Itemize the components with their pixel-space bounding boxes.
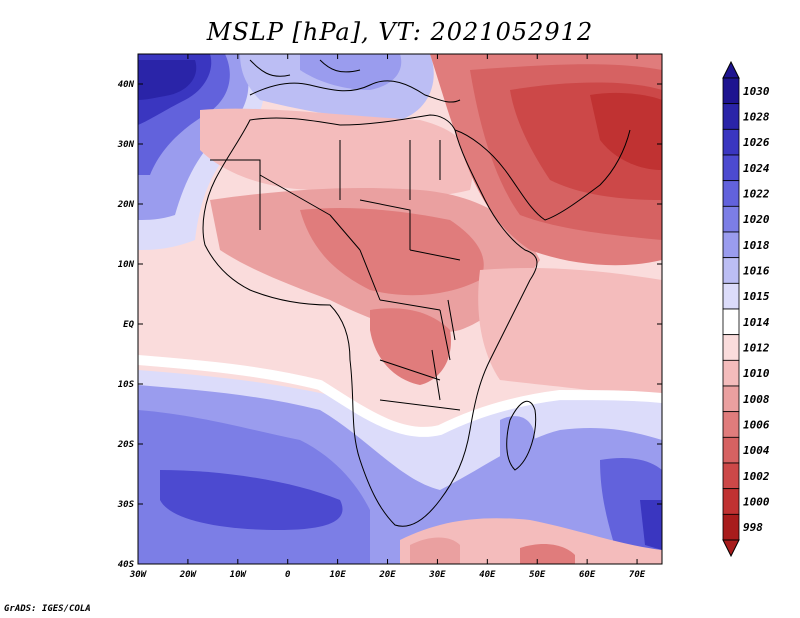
region-sahara <box>200 108 473 198</box>
colorbar-swatch <box>722 359 740 387</box>
country-borders <box>210 140 461 411</box>
map-frame <box>137 53 663 565</box>
colorbar-swatch <box>722 77 740 105</box>
colorbar-label: 1010 <box>743 367 770 380</box>
region-persian-low <box>590 92 662 170</box>
lat-label: 40S <box>118 560 135 570</box>
region-central-low <box>300 208 484 296</box>
lat-label: 10S <box>118 380 135 390</box>
lon-label: 60E <box>579 570 596 580</box>
colorbar-swatch <box>722 488 740 515</box>
colorbar-swatch <box>722 436 740 464</box>
coastlines <box>202 59 631 527</box>
colorbar-swatch <box>722 154 740 182</box>
region-congo-low <box>370 308 451 385</box>
colorbar-label: 1004 <box>743 444 770 457</box>
colorbar-swatch <box>722 462 740 490</box>
colorbar-swatch <box>722 205 740 233</box>
colorbar-swatch <box>722 308 740 336</box>
colorbar-label: 1002 <box>743 470 770 483</box>
lat-label: 20N <box>117 200 135 210</box>
region-southern-high-west <box>160 470 343 530</box>
colorbar-label: 1018 <box>743 239 770 252</box>
colorbar-label: 1008 <box>743 393 770 406</box>
colorbar-label: 1000 <box>743 496 770 509</box>
madagascar-coastline <box>506 400 537 471</box>
lon-label: 50E <box>529 570 546 580</box>
colorbar-swatch <box>722 103 740 130</box>
region-indian-ocean <box>478 268 662 400</box>
colorbar-swatch <box>722 385 740 413</box>
colorbar-label: 1024 <box>743 162 770 175</box>
lon-label: 10E <box>329 570 346 580</box>
arabia-coastline <box>454 129 631 221</box>
pressure-field <box>138 54 662 564</box>
colorbar-swatch <box>722 513 740 541</box>
lat-label: 30S <box>117 500 135 510</box>
colorbar-max-arrow <box>722 60 740 79</box>
lat-label: EQ <box>123 320 134 330</box>
credit-label: GrADS: IGES/COLA <box>4 604 91 614</box>
colorbar-swatch <box>722 231 740 259</box>
longitude-axis: 30W 20W 10W 0 10E 20E 30E 40E 50E 60E 70E <box>129 54 646 580</box>
lon-label: 30W <box>129 570 148 580</box>
colorbar-label: 1016 <box>743 265 770 278</box>
colorbar-label: 1028 <box>743 111 770 124</box>
colorbar-swatch <box>722 334 740 361</box>
lon-label: 70E <box>629 570 646 580</box>
colorbar-label: 1014 <box>743 316 770 329</box>
colorbar-label: 998 <box>743 521 763 534</box>
lon-label: 30E <box>428 570 446 580</box>
lat-label: 10N <box>118 260 135 270</box>
lat-label: 20S <box>117 440 135 450</box>
region-southern-high-east-core <box>640 500 662 550</box>
colorbar-label: 1026 <box>743 136 770 149</box>
colorbar-label: 1012 <box>743 342 770 355</box>
lakes-rift <box>431 299 456 401</box>
colorbar-label: 1030 <box>743 85 770 98</box>
colorbar-label: 1015 <box>743 290 770 303</box>
colorbar-label: 1020 <box>743 213 770 226</box>
isobar-1014 <box>138 355 662 437</box>
lon-label: 0 <box>285 570 291 580</box>
africa-coastline <box>202 114 538 527</box>
lon-label: 40E <box>479 570 496 580</box>
lon-label: 20E <box>378 570 396 580</box>
colorbar-min-arrow <box>722 539 740 558</box>
region-south-trough-core <box>410 537 460 564</box>
colorbar-label: 1022 <box>743 188 770 201</box>
colorbar-swatch <box>722 180 740 207</box>
lon-label: 10W <box>230 570 248 580</box>
region-atlantic-core <box>138 60 197 100</box>
region-south-trough-core-east <box>520 544 575 564</box>
lat-label: 40N <box>118 80 135 90</box>
colorbar-swatch <box>722 411 740 438</box>
colorbar-swatch <box>722 282 740 310</box>
colorbar-swatch <box>722 128 740 156</box>
map-title: MSLP [hPa], VT: 2021052912 <box>206 18 594 46</box>
lon-label: 20W <box>179 570 198 580</box>
colorbar: 1030 1028 1026 1024 1022 1020 1018 1016 1015 1014… <box>722 60 770 558</box>
colorbar-label: 1006 <box>743 419 770 432</box>
europe-coastline <box>249 59 361 77</box>
lat-label: 30N <box>117 140 135 150</box>
mediterranean-coastline <box>249 80 461 103</box>
region-south-trough <box>400 518 662 564</box>
colorbar-swatch <box>722 257 740 284</box>
latitude-axis: 40N 30N 20N 10N EQ 10S 20S 30S 40S <box>117 80 662 570</box>
